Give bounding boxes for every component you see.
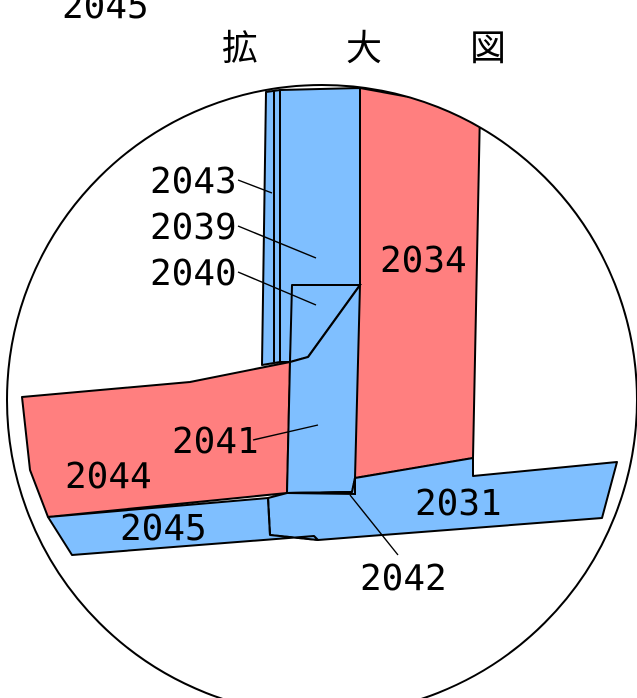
label-2045: 2045 bbox=[120, 508, 207, 549]
map-boundary-circle bbox=[6, 84, 637, 698]
label-2034: 2034 bbox=[380, 240, 467, 281]
label-2041: 2041 bbox=[172, 421, 259, 462]
label-2040: 2040 bbox=[150, 253, 237, 294]
leader-2039 bbox=[237, 225, 317, 259]
parcel-layer bbox=[21, 87, 618, 556]
top-cut-label: 2045 bbox=[62, 0, 149, 27]
label-2042: 2042 bbox=[360, 558, 447, 599]
leader-2040 bbox=[237, 271, 317, 306]
label-2044: 2044 bbox=[65, 456, 152, 497]
leader-2041 bbox=[252, 424, 319, 441]
label-2039: 2039 bbox=[150, 207, 237, 248]
label-2031: 2031 bbox=[415, 483, 502, 524]
label-2043: 2043 bbox=[150, 161, 237, 202]
parcel-2034 bbox=[354, 87, 481, 479]
leader-2043 bbox=[237, 179, 273, 194]
parcel-2043 bbox=[261, 89, 281, 366]
leader-2042 bbox=[349, 494, 399, 556]
map-title: 拡 大 図 bbox=[222, 28, 532, 69]
